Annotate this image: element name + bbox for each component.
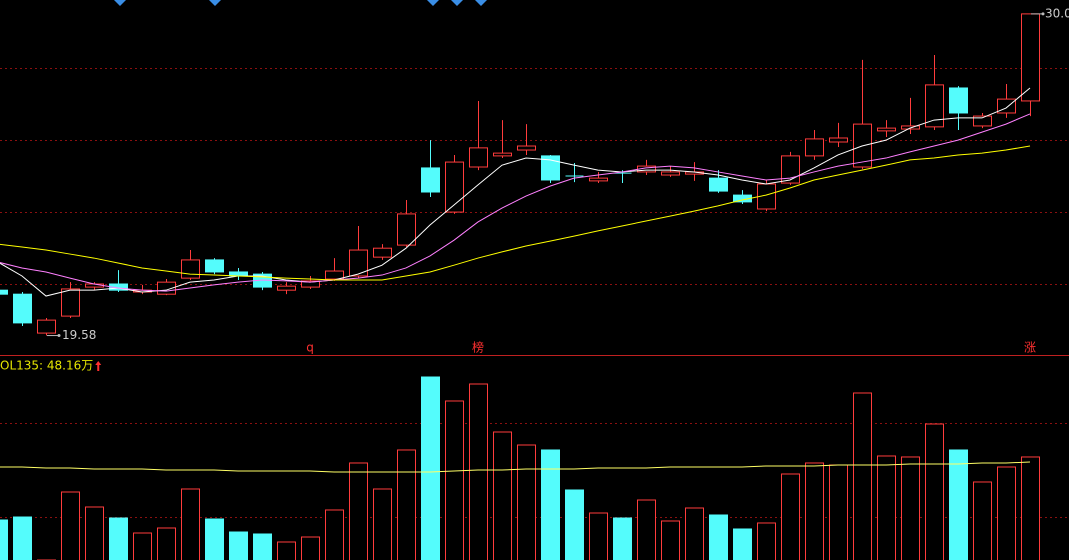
volume-bar — [901, 456, 920, 560]
low-label: 19.58 — [62, 328, 96, 342]
candle-body — [13, 293, 32, 324]
candle-body — [349, 249, 368, 277]
candle-body — [37, 319, 56, 334]
volume-bar — [349, 462, 368, 560]
volume-bar — [277, 541, 296, 560]
volume-bar — [709, 514, 728, 560]
candle-body — [541, 155, 560, 181]
volume-bar — [997, 466, 1016, 560]
candle-body — [517, 145, 536, 151]
up-arrow-icon — [95, 361, 102, 371]
marker-icon — [475, 0, 487, 6]
volume-bar — [565, 489, 584, 560]
candle-body — [277, 285, 296, 291]
top-markers — [114, 0, 487, 6]
candle-body — [973, 115, 992, 127]
candle-body — [181, 259, 200, 279]
volume-bar — [397, 449, 416, 560]
volume-bar — [157, 527, 176, 560]
volume-bar — [781, 473, 800, 560]
candle-body — [829, 137, 848, 143]
volume-bar — [325, 509, 344, 560]
volume-bar — [613, 517, 632, 560]
moving-average-line — [0, 113, 1031, 292]
candle-body — [661, 171, 680, 176]
volume-bar — [517, 444, 536, 560]
volume-bar — [373, 488, 392, 560]
volume-bar — [0, 519, 8, 560]
volume-bar — [205, 518, 224, 560]
volume-bar — [757, 522, 776, 560]
volume-bar — [685, 507, 704, 560]
candle-body — [397, 213, 416, 246]
candle-body — [301, 280, 320, 288]
volume-bar — [181, 488, 200, 560]
candle-body — [781, 155, 800, 184]
volume-bar — [445, 400, 464, 560]
candle-body — [805, 138, 824, 157]
volume-bar — [301, 536, 320, 560]
candle-body — [469, 147, 488, 168]
volume-bar — [85, 506, 104, 560]
volume-bar — [973, 481, 992, 560]
volume-bar — [949, 449, 968, 560]
candle-body — [325, 270, 344, 280]
volume-bar — [229, 531, 248, 560]
candle-body — [925, 84, 944, 128]
volume-bar — [13, 516, 32, 560]
volume-bar — [589, 512, 608, 560]
candle-body — [589, 177, 608, 182]
candle-body — [373, 247, 392, 258]
volume-bar — [877, 455, 896, 560]
marker-icon — [451, 0, 463, 6]
candle-body — [445, 161, 464, 213]
volume-bar — [133, 532, 152, 560]
volume-bar — [61, 491, 80, 560]
volume-average-line — [0, 461, 1031, 473]
volume-bar — [925, 423, 944, 560]
candle-body — [493, 152, 512, 157]
volume-label: OL135: 48.16万 — [0, 359, 93, 373]
signal-label: q — [306, 341, 314, 355]
candle-body — [61, 288, 80, 317]
volume-bar — [493, 431, 512, 560]
candle-body — [1021, 13, 1040, 102]
moving-average-line — [0, 145, 1031, 281]
marker-icon — [427, 0, 439, 6]
high-label: 30.0 — [1045, 6, 1069, 20]
volume-bar — [733, 528, 752, 560]
volume-bar — [829, 464, 848, 560]
candle-body — [205, 259, 224, 273]
volume-bar — [661, 520, 680, 560]
volume-bar — [421, 376, 440, 560]
volume-bar — [805, 462, 824, 560]
candle-body — [877, 127, 896, 132]
candle-body — [421, 167, 440, 193]
volume-bar — [253, 533, 272, 560]
marker-icon — [209, 0, 221, 6]
volume-bar — [469, 383, 488, 560]
moving-average-line — [0, 87, 1031, 297]
volume-bar — [541, 449, 560, 560]
volume-bar — [1021, 456, 1040, 560]
candle-body — [0, 289, 8, 295]
annotation-dot — [57, 334, 61, 338]
volume-bar — [853, 392, 872, 560]
signal-label: 涨 — [1024, 340, 1036, 355]
volume-bar — [637, 499, 656, 560]
signal-label: 榜 — [472, 340, 484, 355]
candle-body — [949, 87, 968, 114]
marker-icon — [114, 0, 126, 6]
volume-bar — [109, 517, 128, 560]
candle-body — [709, 177, 728, 192]
annotation-dot — [1041, 12, 1045, 16]
